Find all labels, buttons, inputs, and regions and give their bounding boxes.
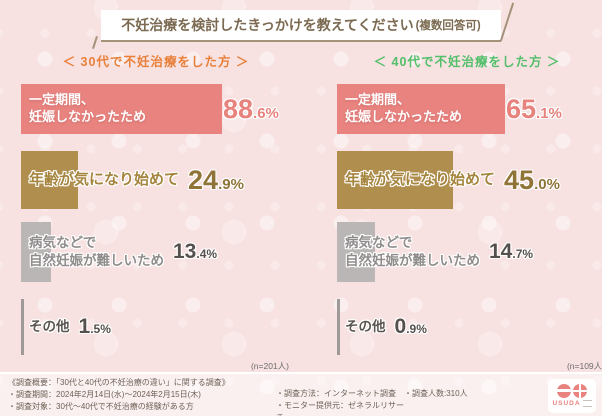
bar-value: 13.4% xyxy=(173,240,218,263)
logo-plus-circle-icon xyxy=(573,383,587,398)
bar xyxy=(21,151,78,209)
bar-rows-30s: 一定期間、 妊娠しなかったため 88.6% 年齢が気になり始めて 24.9% 病気などで自… xyxy=(21,84,321,355)
bar-row: 病気などで 自然妊娠が難しいため 13.4% xyxy=(21,222,321,282)
logo-circles xyxy=(557,383,587,398)
chart-column-40s: 一定期間、 妊娠しなかったため 65.1% 年齢が気になり始めて 45.0% 病気などで自… xyxy=(337,84,602,372)
bar-row: 一定期間、 妊娠しなかったため 88.6% xyxy=(21,84,321,134)
bar-value: 24.9% xyxy=(188,164,244,195)
bar xyxy=(21,222,51,282)
bar-row: 一定期間、 妊娠しなかったため 65.1% xyxy=(337,84,602,134)
bar-label: その他 xyxy=(29,319,70,335)
page-title: 不妊治療を検討したきっかけを教えてください xyxy=(121,17,414,33)
banner-slash-left xyxy=(92,36,98,49)
chart-column-30s: 一定期間、 妊娠しなかったため 88.6% 年齢が気になり始めて 24.9% 病気などで自… xyxy=(21,84,321,372)
bar-label: 病気などで 自然妊娠が難しいため xyxy=(345,235,480,268)
bar-row: その他 0.9% xyxy=(337,299,602,355)
bar-label: 年齢が気になり始めて xyxy=(29,171,180,189)
sample-size-label-40s: (n=109人) xyxy=(566,361,602,371)
title-banner: 不妊治療を検討したきっかけを教えてください (複数回答可) xyxy=(101,10,501,42)
bar-value: 88.6% xyxy=(223,93,279,124)
footer-survey-method: ・調査方法：インターネット調査・モニター提供元：ゼネラルリサーチ xyxy=(276,377,404,416)
bar xyxy=(337,299,340,355)
bar-row: 年齢が気になり始めて 24.9% xyxy=(21,151,321,209)
footer-line: ・調査対象：30代～40代で不妊治療の経験がある方 xyxy=(8,402,194,411)
bar-label: 年齢が気になり始めて xyxy=(345,171,496,189)
logo-wordmark: USUDA xyxy=(552,399,592,409)
footer-line: 《調査概要：「30代と40代の不妊治療の違い」に関する調査》 xyxy=(8,378,230,387)
bar-value: 0.9% xyxy=(394,315,427,338)
bar-row: 年齢が気になり始めて 45.0% xyxy=(337,151,602,209)
bar xyxy=(337,84,505,134)
bar xyxy=(337,222,375,282)
logo-fine-print xyxy=(582,400,592,407)
bar-value: 65.1% xyxy=(506,93,562,124)
footer-survey-overview: 《調査概要：「30代と40代の不妊治療の違い」に関する調査》 ・調査期間：2024… xyxy=(8,377,276,413)
bar xyxy=(21,299,24,355)
sample-size-label-30s: (n=201人) xyxy=(250,361,289,371)
bar xyxy=(337,151,453,209)
footer-line: ・調査期間：2024年2月14日(水)～2024年2月15日(木) xyxy=(8,390,201,399)
footer: 《調査概要：「30代と40代の不妊治療の違い」に関する調査》 ・調査期間：2024… xyxy=(0,372,602,416)
banner-slash-right xyxy=(499,2,515,42)
logo-minus-circle-icon xyxy=(557,383,571,398)
bar-value: 14.7% xyxy=(489,240,534,263)
bar-label: 病気などで 自然妊娠が難しいため xyxy=(29,235,164,268)
bar-label: 一定期間、 妊娠しなかったため xyxy=(29,92,147,124)
logo-text: USUDA xyxy=(552,399,581,407)
bar-row: 病気などで 自然妊娠が難しいため 14.7% xyxy=(337,222,602,282)
footer-line: ・モニター提供元：ゼネラルリサーチ xyxy=(276,401,404,416)
column-heading-30s: ＜ 30代で不妊治療をした方 ＞ xyxy=(62,55,250,69)
bar-label: 一定期間、 妊娠しなかったため xyxy=(345,92,463,124)
usuda-logo: USUDA xyxy=(548,379,596,413)
footer-survey-count: ・調査人数:310人 xyxy=(404,389,468,398)
page-title-suffix: (複数回答可) xyxy=(415,20,481,32)
bar-rows-40s: 一定期間、 妊娠しなかったため 65.1% 年齢が気になり始めて 45.0% 病気などで自… xyxy=(337,84,602,355)
bar-value: 1.5% xyxy=(78,315,111,338)
bar-row: その他 1.5% xyxy=(21,299,321,355)
footer-line: ・調査方法：インターネット調査 xyxy=(276,389,396,398)
column-heading-40s: ＜ 40代で不妊治療をした方 ＞ xyxy=(373,55,561,69)
bar-label: その他 xyxy=(345,319,386,335)
bar xyxy=(21,84,222,134)
bar-value: 45.0% xyxy=(504,164,560,195)
